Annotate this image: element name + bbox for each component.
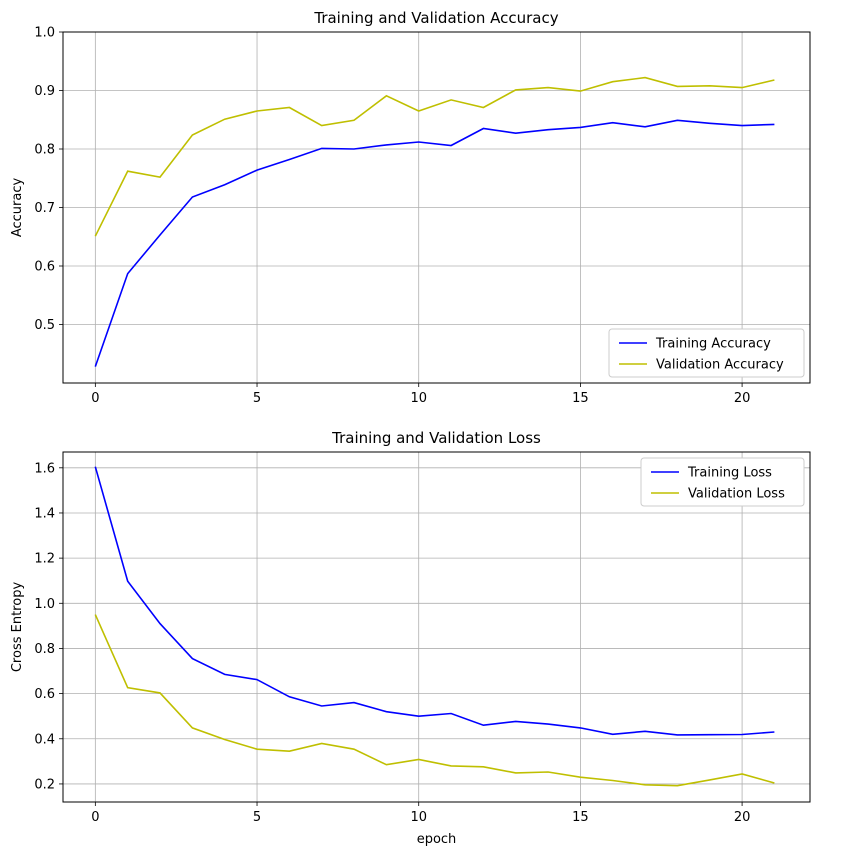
x-tick-label: 5 [253,810,261,825]
x-tick-label: 10 [410,810,427,825]
y-tick-label: 1.0 [34,597,55,612]
chart-title: Training and Validation Accuracy [313,9,558,27]
y-axis-label: Cross Entropy [10,582,25,673]
legend-label: Validation Loss [688,487,785,502]
legend: Training Loss Validation Loss [640,457,805,507]
y-tick-label: 0.9 [34,84,55,99]
x-tick-label: 20 [734,391,751,406]
y-tick-label: 0.6 [34,687,55,702]
y-tick-label: 1.4 [34,506,55,521]
legend-label: Training Accuracy [655,337,771,352]
x-axis-label: epoch [417,832,457,847]
x-tick-label: 10 [410,391,427,406]
legend-box [608,328,805,378]
plot-frame [62,451,811,803]
x-tick-label: 0 [91,391,99,406]
x-tick-label: 0 [91,810,99,825]
chart-panel-1: 0 5 10 15 20 0.5 0.6 0.7 0.8 0.9 1.0 Training and V… [10,9,811,406]
legend-box [640,457,805,507]
series-line-training-loss [94,466,775,736]
legend: Training Accuracy Validation Accuracy [608,328,805,378]
y-tick-label: 0.4 [34,732,55,747]
y-tick-label: 1.0 [34,26,55,41]
y-tick-label: 0.2 [34,777,55,792]
x-tick-label: 5 [253,391,261,406]
x-tick-label: 20 [734,810,751,825]
y-tick-label: 0.7 [34,201,55,216]
legend-label: Validation Accuracy [656,358,784,373]
y-tick-label: 1.2 [34,552,55,567]
x-tick-label: 15 [572,391,589,406]
series-line-training-accuracy [94,119,775,367]
y-tick-label: 0.8 [34,642,55,657]
chart-panel-2: 0 5 10 15 20 0.2 0.4 0.6 0.8 1.0 1.2 1.4 1.6 Training… [10,429,811,847]
chart-title: Training and Validation Loss [331,429,541,447]
y-axis-label: Accuracy [10,178,25,238]
legend-label: Training Loss [687,466,772,481]
y-tick-label: 0.5 [34,318,55,333]
y-tick-label: 0.6 [34,260,55,275]
y-tick-label: 0.8 [34,143,55,158]
series-line-validation-accuracy [94,76,775,237]
y-tick-label: 1.6 [34,461,55,476]
series-line-validation-loss [94,614,775,787]
x-tick-label: 15 [572,810,589,825]
